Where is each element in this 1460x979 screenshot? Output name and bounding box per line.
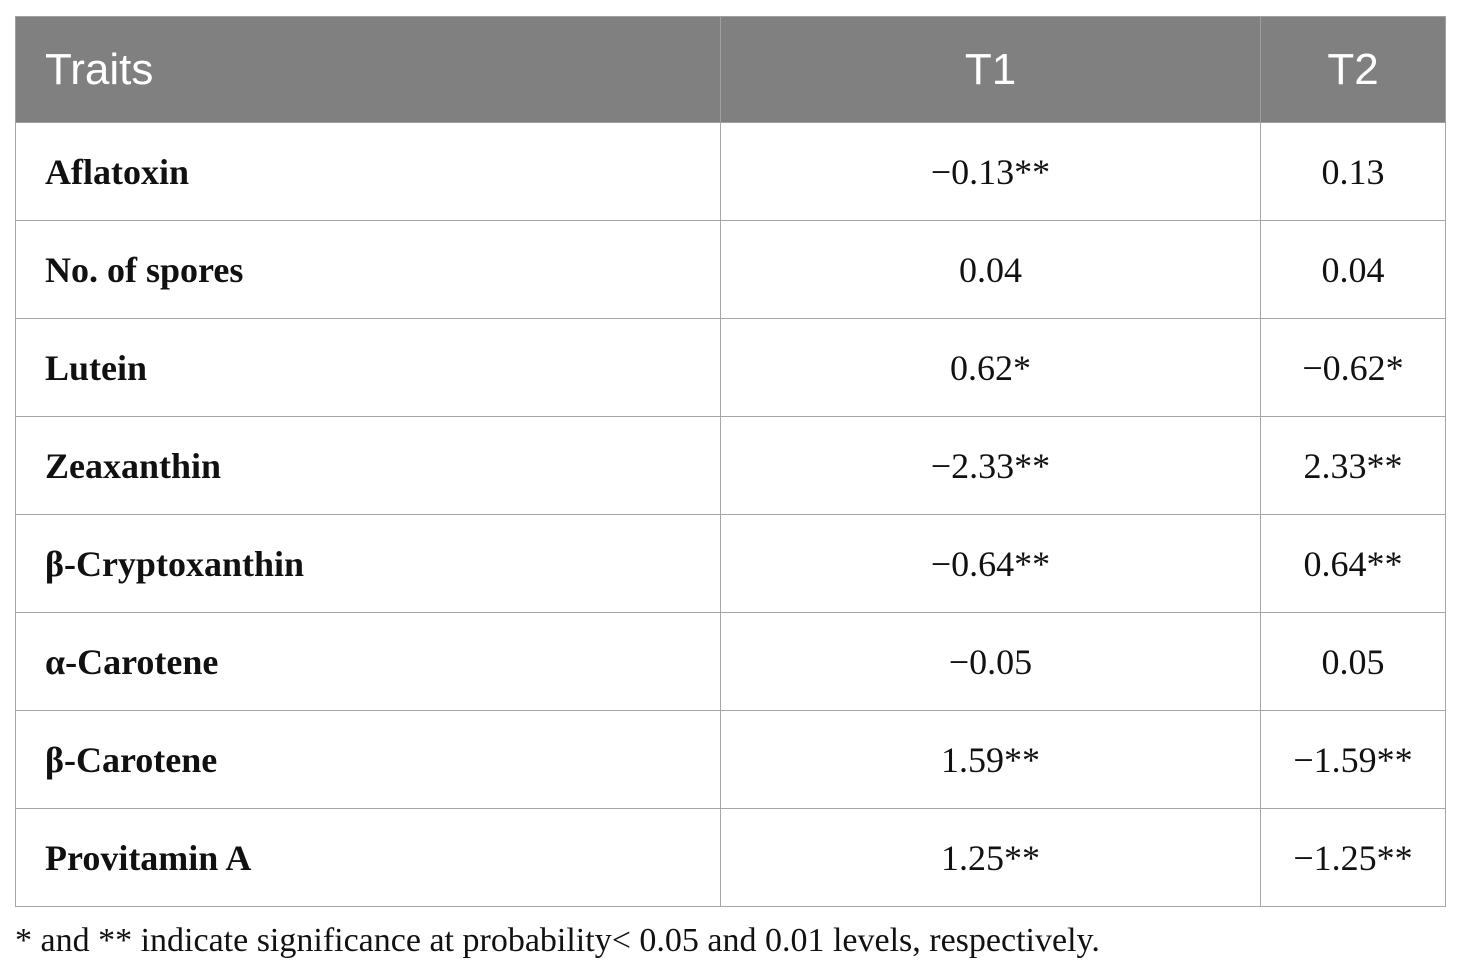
header-t2: T2	[1260, 16, 1446, 123]
table-row: Aflatoxin −0.13** 0.13	[15, 122, 1446, 221]
t2-cell: 0.64**	[1260, 514, 1446, 613]
header-t1: T1	[720, 16, 1261, 123]
t2-cell: −1.59**	[1260, 710, 1446, 809]
trait-cell: β-Cryptoxanthin	[15, 514, 721, 613]
t1-cell: 1.25**	[720, 808, 1261, 907]
table-footnote: * and ** indicate significance at probab…	[15, 922, 1100, 959]
t2-cell: 0.04	[1260, 220, 1446, 319]
data-table-container: Traits T1 T2 Aflatoxin −0.13** 0.13 No. …	[15, 16, 1446, 907]
table-row: No. of spores 0.04 0.04	[15, 220, 1446, 319]
t1-cell: −0.05	[720, 612, 1261, 711]
t1-cell: −0.64**	[720, 514, 1261, 613]
table-header-row: Traits T1 T2	[15, 16, 1446, 123]
trait-cell: Provitamin A	[15, 808, 721, 907]
table-row: α-Carotene −0.05 0.05	[15, 612, 1446, 711]
t1-cell: −0.13**	[720, 122, 1261, 221]
table-row: Provitamin A 1.25** −1.25**	[15, 808, 1446, 907]
header-traits: Traits	[15, 16, 721, 123]
table-row: β-Cryptoxanthin −0.64** 0.64**	[15, 514, 1446, 613]
t1-cell: 1.59**	[720, 710, 1261, 809]
table-row: β-Carotene 1.59** −1.59**	[15, 710, 1446, 809]
t2-cell: −0.62*	[1260, 318, 1446, 417]
trait-cell: No. of spores	[15, 220, 721, 319]
t1-cell: 0.62*	[720, 318, 1261, 417]
trait-cell: Zeaxanthin	[15, 416, 721, 515]
traits-table: Traits T1 T2 Aflatoxin −0.13** 0.13 No. …	[15, 16, 1446, 907]
t2-cell: −1.25**	[1260, 808, 1446, 907]
trait-cell: Lutein	[15, 318, 721, 417]
t2-cell: 0.05	[1260, 612, 1446, 711]
table-row: Zeaxanthin −2.33** 2.33**	[15, 416, 1446, 515]
trait-cell: β-Carotene	[15, 710, 721, 809]
t2-cell: 2.33**	[1260, 416, 1446, 515]
trait-cell: α-Carotene	[15, 612, 721, 711]
table-row: Lutein 0.62* −0.62*	[15, 318, 1446, 417]
t2-cell: 0.13	[1260, 122, 1446, 221]
t1-cell: 0.04	[720, 220, 1261, 319]
t1-cell: −2.33**	[720, 416, 1261, 515]
trait-cell: Aflatoxin	[15, 122, 721, 221]
